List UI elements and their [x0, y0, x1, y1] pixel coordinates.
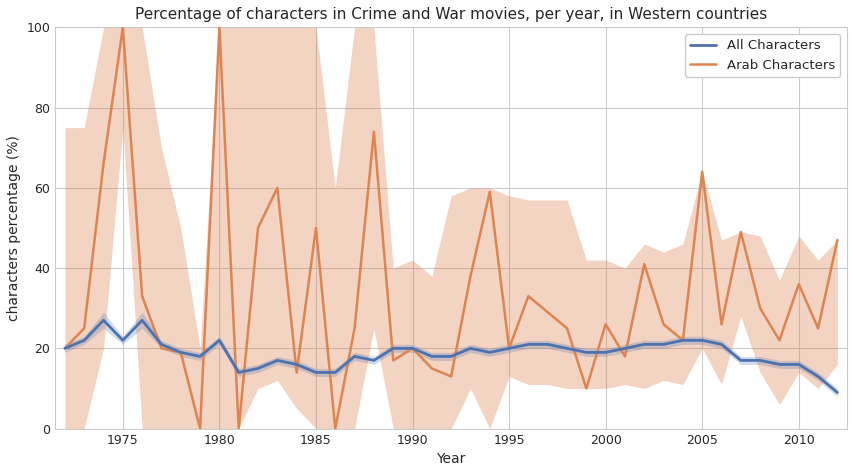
Title: Percentage of characters in Crime and War movies, per year, in Western countries: Percentage of characters in Crime and Wa…	[135, 7, 766, 22]
Arab Characters	[696, 169, 706, 175]
Arab Characters	[754, 306, 764, 311]
All Characters	[581, 350, 591, 355]
Arab Characters	[349, 325, 359, 331]
All Characters	[677, 338, 688, 343]
All Characters	[234, 369, 244, 375]
All Characters	[600, 350, 610, 355]
Arab Characters	[387, 358, 397, 363]
All Characters	[407, 346, 417, 351]
Arab Characters	[426, 366, 437, 371]
Arab Characters	[118, 25, 128, 30]
All Characters	[792, 361, 803, 367]
All Characters	[349, 353, 359, 359]
All Characters	[716, 342, 726, 347]
Arab Characters	[272, 185, 282, 191]
Arab Characters	[79, 325, 90, 331]
Arab Characters	[792, 281, 803, 287]
All Characters	[98, 317, 108, 323]
All Characters	[523, 342, 533, 347]
All Characters	[774, 361, 784, 367]
Arab Characters	[465, 273, 475, 279]
Line: All Characters: All Characters	[65, 320, 837, 393]
All Characters	[214, 338, 224, 343]
All Characters	[252, 366, 263, 371]
Arab Characters	[503, 346, 514, 351]
Arab Characters	[774, 338, 784, 343]
Arab Characters	[734, 229, 745, 235]
All Characters	[465, 346, 475, 351]
All Characters	[426, 353, 437, 359]
Arab Characters	[194, 426, 205, 431]
X-axis label: Year: Year	[436, 452, 465, 466]
Arab Characters	[638, 261, 648, 267]
Arab Characters	[368, 129, 379, 134]
Arab Characters	[252, 225, 263, 231]
Arab Characters	[716, 322, 726, 327]
All Characters	[485, 350, 495, 355]
Arab Characters	[619, 353, 630, 359]
All Characters	[542, 342, 552, 347]
All Characters	[79, 338, 90, 343]
All Characters	[291, 361, 301, 367]
Arab Characters	[812, 325, 822, 331]
Arab Characters	[234, 426, 244, 431]
All Characters	[619, 346, 630, 351]
Arab Characters	[523, 293, 533, 299]
Arab Characters	[330, 426, 340, 431]
All Characters	[310, 369, 321, 375]
Legend: All Characters, Arab Characters: All Characters, Arab Characters	[684, 34, 839, 77]
All Characters	[272, 358, 282, 363]
Arab Characters	[136, 293, 147, 299]
Arab Characters	[677, 338, 688, 343]
Arab Characters	[581, 385, 591, 391]
All Characters	[445, 353, 456, 359]
All Characters	[754, 358, 764, 363]
All Characters	[136, 317, 147, 323]
Arab Characters	[60, 346, 70, 351]
All Characters	[330, 369, 340, 375]
Arab Characters	[310, 225, 321, 231]
Line: Arab Characters: Arab Characters	[65, 27, 837, 429]
All Characters	[368, 358, 379, 363]
Y-axis label: characters percentage (%): characters percentage (%)	[7, 135, 21, 321]
All Characters	[176, 350, 186, 355]
Arab Characters	[156, 346, 166, 351]
All Characters	[503, 346, 514, 351]
All Characters	[194, 353, 205, 359]
Arab Characters	[98, 161, 108, 166]
Arab Characters	[407, 346, 417, 351]
Arab Characters	[832, 237, 842, 243]
Arab Characters	[600, 322, 610, 327]
All Characters	[156, 342, 166, 347]
All Characters	[387, 346, 397, 351]
Arab Characters	[176, 350, 186, 355]
All Characters	[118, 338, 128, 343]
All Characters	[696, 338, 706, 343]
Arab Characters	[658, 322, 668, 327]
All Characters	[60, 346, 70, 351]
All Characters	[734, 358, 745, 363]
All Characters	[832, 390, 842, 395]
Arab Characters	[214, 25, 224, 30]
Arab Characters	[291, 369, 301, 375]
Arab Characters	[561, 325, 572, 331]
All Characters	[658, 342, 668, 347]
All Characters	[638, 342, 648, 347]
Arab Characters	[445, 374, 456, 379]
All Characters	[561, 346, 572, 351]
Arab Characters	[485, 189, 495, 195]
All Characters	[812, 374, 822, 379]
Arab Characters	[542, 309, 552, 315]
